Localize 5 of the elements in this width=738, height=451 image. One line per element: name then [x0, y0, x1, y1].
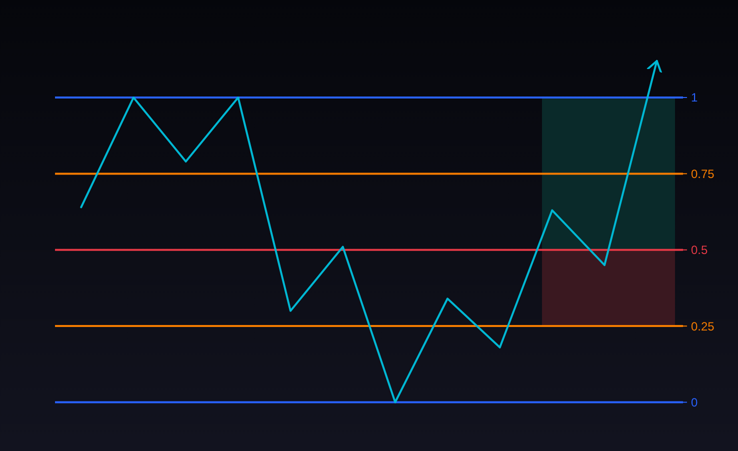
- y-tick-label: 1: [691, 90, 698, 105]
- y-tick-label: 0: [691, 395, 698, 410]
- y-tick-label: 0.75: [691, 166, 715, 181]
- y-tick-label: 0.5: [691, 243, 708, 258]
- y-tick-label: 0.25: [691, 319, 715, 334]
